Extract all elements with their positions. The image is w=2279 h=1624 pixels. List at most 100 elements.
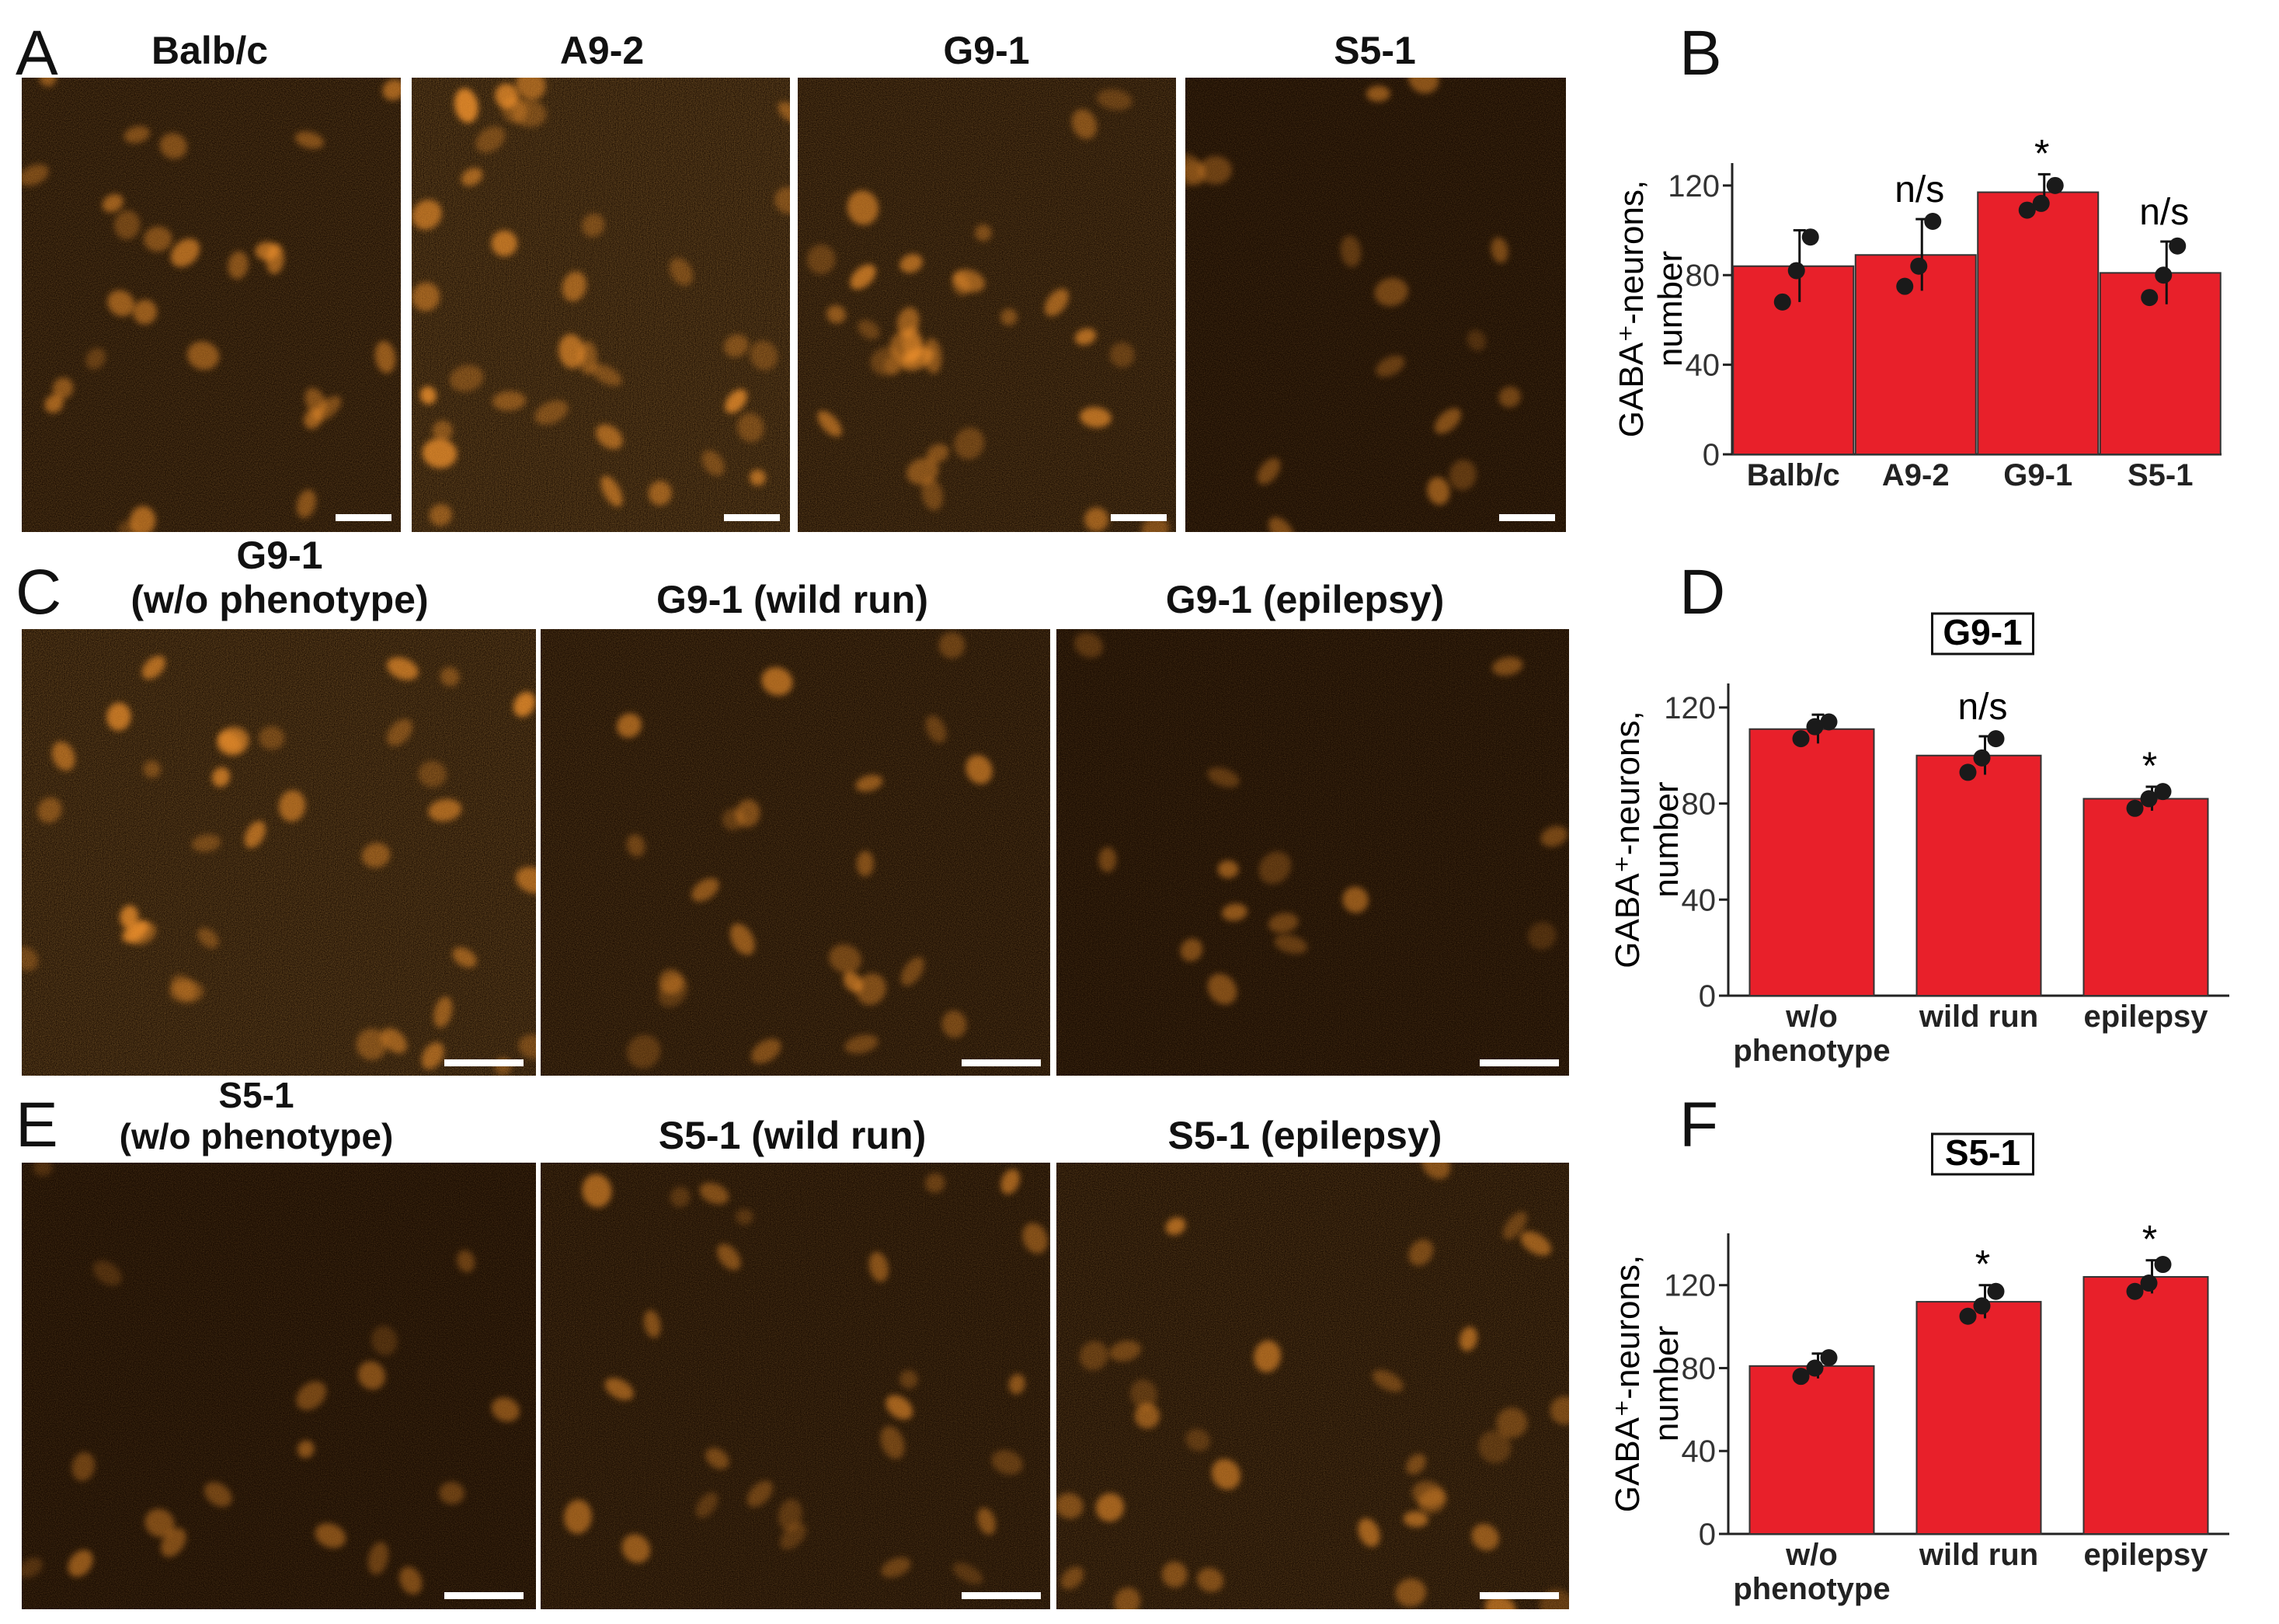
image-title-s5-1-epilepsy: S5-1 (epilepsy) [1167, 1114, 1442, 1157]
scale-bar [444, 1592, 524, 1599]
data-point [2032, 194, 2050, 212]
bar [1748, 1365, 1875, 1535]
image-title-balbc: Balb/c [151, 29, 269, 72]
x-tick-label: Balb/c [1747, 458, 1840, 492]
micrograph-g9-1-epilepsy [1056, 629, 1569, 1076]
y-tick-label: 80 [1682, 788, 1717, 822]
significance-label: n/s [2139, 192, 2189, 233]
x-tick-label: epilepsy [2083, 1000, 2208, 1034]
data-point [1959, 1307, 1977, 1325]
scale-bar [1499, 514, 1555, 521]
panel-letter-f: F [1679, 1090, 1719, 1160]
micrograph-s5-1-wild-run [541, 1163, 1050, 1609]
panel-letter-c: C [16, 557, 62, 628]
data-point [1773, 293, 1791, 311]
data-point [1801, 228, 1819, 246]
image-title-s5-1-wo-phenotype-line1: S5-1 [218, 1075, 294, 1115]
data-point [2046, 176, 2064, 194]
scale-bar [724, 514, 780, 521]
scale-bar [1480, 1592, 1559, 1599]
data-point [2141, 289, 2159, 307]
data-point [1973, 749, 1991, 767]
y-axis-label: number [1647, 781, 1686, 897]
x-tick-label: G9-1 [2003, 458, 2072, 492]
bar [2082, 798, 2209, 996]
y-axis-label: number [1651, 251, 1689, 367]
image-title-s5-1-wild-run: S5-1 (wild run) [658, 1114, 927, 1157]
scale-bar [444, 1059, 524, 1066]
x-tick-label: w/o [1785, 1538, 1838, 1572]
bar [1915, 754, 2042, 996]
significance-label: * [1975, 1243, 1990, 1286]
bar [1732, 265, 1855, 455]
y-axis-label: number [1647, 1326, 1686, 1441]
bar-chart-d: G9-1 GABA⁺-neurons, number 0 40 80 120 w/o pheno… [1577, 590, 2245, 1080]
micrograph-g9-1 [798, 78, 1176, 532]
bar [1854, 254, 1977, 455]
micrograph-balbc [22, 78, 401, 532]
image-title-g9-1: G9-1 [943, 29, 1030, 72]
data-point [2154, 1256, 2172, 1274]
data-point [1806, 718, 1824, 735]
image-title-g9-1-epilepsy: G9-1 (epilepsy) [1165, 578, 1445, 621]
x-tick-label: S5-1 [2128, 458, 2194, 492]
image-title-g9-1-wo-phenotype-line2: (w/o phenotype) [130, 578, 429, 621]
y-tick-label: 40 [1682, 1434, 1717, 1469]
chart-title-box [1931, 612, 2034, 656]
chart-svg: G9-1 GABA⁺-neurons, number 0 40 80 120 w/opheno… [1609, 612, 2229, 1068]
data-point [1896, 277, 1914, 295]
data-point [2140, 790, 2158, 808]
micrograph-s5-1 [1185, 78, 1566, 532]
significance-label: n/s [1895, 169, 1944, 210]
chart-title: G9-1 [1943, 612, 2022, 652]
y-tick-label: 80 [1686, 259, 1721, 293]
bar [2099, 272, 2222, 455]
data-point [1987, 730, 2005, 748]
y-tick-label: 0 [1699, 1518, 1716, 1552]
bar [2082, 1276, 2209, 1535]
image-title-g9-1-wo-phenotype-line1: G9-1 [236, 534, 323, 577]
data-point [1806, 1359, 1824, 1377]
bar [1977, 191, 2100, 455]
significance-label: * [2142, 744, 2157, 788]
scale-bar [1111, 514, 1167, 521]
data-point [2126, 799, 2144, 817]
x-tick-label: phenotype [1733, 1572, 1890, 1606]
chart-svg: GABA⁺-neurons, number 0 40 80 120 Balb/c n/s A9-… [1613, 131, 2222, 492]
chart-svg: S5-1 GABA⁺-neurons, number 0 40 80 120 w/opheno… [1609, 1132, 2229, 1606]
micrograph-a9-2 [412, 78, 790, 532]
significance-label: * [2142, 1218, 2157, 1261]
data-point [1959, 763, 1977, 781]
bar [1915, 1301, 2042, 1535]
x-tick-label: phenotype [1733, 1034, 1890, 1068]
scale-bar [336, 514, 391, 521]
x-tick-label: w/o [1785, 1000, 1838, 1034]
data-point [2154, 783, 2172, 801]
data-point [1820, 1349, 1838, 1367]
y-tick-label: 80 [1682, 1351, 1717, 1386]
image-title-g9-1-wild-run: G9-1 (wild run) [656, 578, 928, 621]
data-point [1924, 213, 1942, 230]
y-axis-label: GABA⁺-neurons, [1609, 711, 1647, 968]
micrograph-s5-1-wo-phenotype [22, 1163, 536, 1609]
y-tick-label: 40 [1682, 883, 1717, 917]
micrograph-g9-1-wo-phenotype [22, 629, 536, 1076]
x-tick-label: A9-2 [1882, 458, 1950, 492]
panel-letter-a: A [16, 18, 58, 89]
data-point [2140, 1275, 2158, 1292]
data-point [1787, 262, 1805, 280]
x-tick-label: wild run [1919, 1000, 2038, 1034]
x-tick-label: wild run [1919, 1538, 2038, 1572]
y-tick-label: 120 [1664, 1269, 1716, 1303]
chart-title-box [1931, 1132, 2034, 1176]
bar [1748, 728, 1875, 996]
image-title-s5-1: S5-1 [1334, 29, 1416, 72]
y-tick-label: 120 [1664, 691, 1716, 725]
image-title-s5-1-wo-phenotype-line2: (w/o phenotype) [119, 1116, 394, 1156]
y-axis-label: GABA⁺-neurons, [1613, 180, 1651, 437]
scale-bar [962, 1059, 1041, 1066]
y-tick-label: 0 [1699, 979, 1716, 1014]
y-axis-label: GABA⁺-neurons, [1609, 1255, 1647, 1512]
y-tick-label: 0 [1703, 438, 1720, 472]
y-tick-label: 40 [1686, 349, 1721, 383]
